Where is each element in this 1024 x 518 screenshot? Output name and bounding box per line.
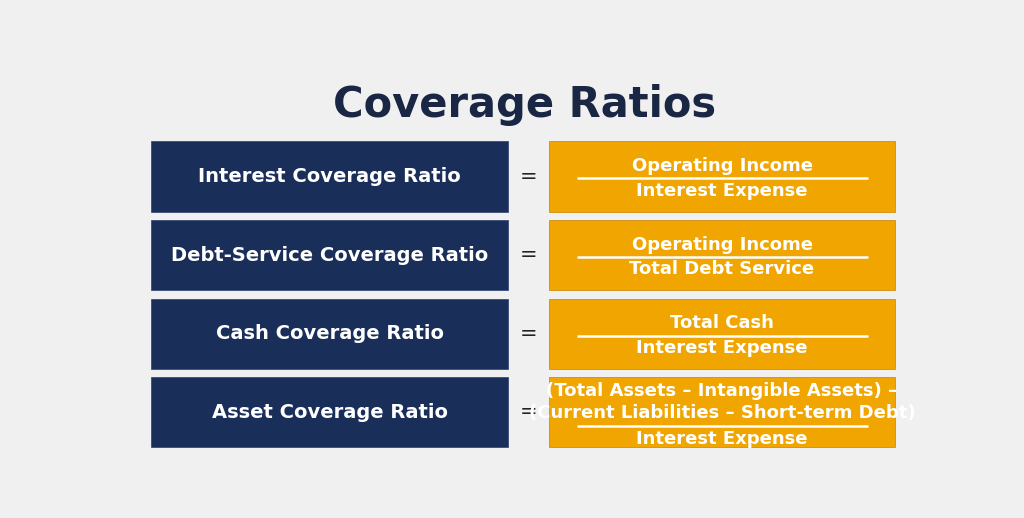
Text: (Total Assets – Intangible Assets) –
(Current Liabilities – Short-term Debt): (Total Assets – Intangible Assets) – (Cu… (528, 382, 915, 422)
FancyBboxPatch shape (549, 298, 895, 369)
Text: Interest Expense: Interest Expense (636, 339, 808, 357)
Text: Asset Coverage Ratio: Asset Coverage Ratio (212, 402, 447, 422)
FancyBboxPatch shape (152, 298, 508, 369)
FancyBboxPatch shape (549, 377, 895, 447)
Text: Cash Coverage Ratio: Cash Coverage Ratio (215, 324, 443, 343)
Text: Interest Coverage Ratio: Interest Coverage Ratio (198, 167, 461, 186)
Text: =: = (519, 402, 538, 422)
Text: Debt-Service Coverage Ratio: Debt-Service Coverage Ratio (171, 246, 488, 265)
Text: =: = (519, 245, 538, 265)
Text: Total Debt Service: Total Debt Service (630, 260, 815, 278)
Text: Interest Expense: Interest Expense (636, 430, 808, 448)
FancyBboxPatch shape (152, 141, 508, 211)
FancyBboxPatch shape (549, 141, 895, 211)
FancyBboxPatch shape (152, 220, 508, 290)
Text: Operating Income: Operating Income (632, 236, 812, 254)
FancyBboxPatch shape (152, 377, 508, 447)
Text: Coverage Ratios: Coverage Ratios (333, 83, 717, 125)
Text: Total Cash: Total Cash (670, 314, 774, 333)
Text: =: = (519, 324, 538, 343)
FancyBboxPatch shape (549, 220, 895, 290)
Text: =: = (519, 166, 538, 186)
Text: Interest Expense: Interest Expense (636, 182, 808, 200)
Text: Operating Income: Operating Income (632, 157, 812, 175)
